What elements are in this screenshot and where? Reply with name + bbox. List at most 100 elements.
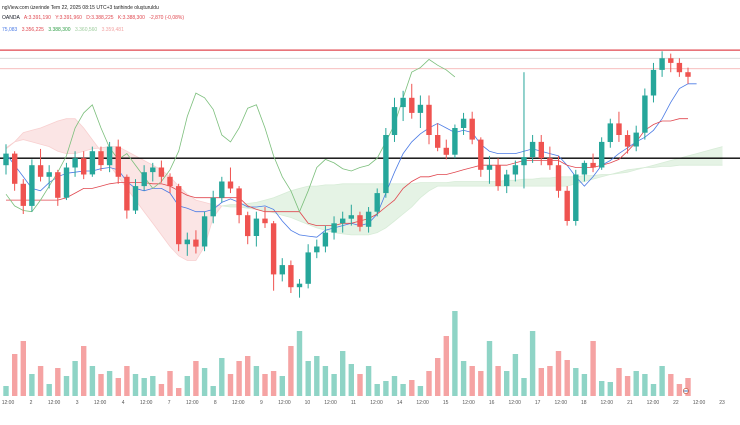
candle-body-32 — [279, 265, 285, 275]
volume-bar-60 — [521, 378, 527, 396]
x-axis-label-18: 12:00 — [416, 400, 429, 406]
volume-bar-3 — [29, 374, 35, 396]
volume-bar-74 — [642, 374, 648, 396]
volume-bar-52 — [452, 311, 458, 396]
candle-body-15 — [132, 186, 139, 211]
volume-bar-76 — [659, 366, 665, 396]
candle-body-48 — [417, 104, 424, 113]
volume-bar-30 — [262, 374, 268, 396]
x-axis-label-24: 12:00 — [555, 400, 568, 406]
volume-bar-64 — [555, 351, 562, 396]
volume-bar-40 — [348, 364, 354, 396]
indicator-value-2: 3.356,225 — [21, 27, 44, 33]
volume-bar-77 — [668, 374, 674, 396]
indicator-value-1: 75,083 — [2, 27, 18, 33]
volume-bar-50 — [435, 358, 441, 396]
candle-body-56 — [486, 165, 493, 170]
candle-body-60 — [521, 157, 527, 166]
x-axis-label-30: 12:00 — [693, 400, 706, 406]
candle-body-76 — [659, 58, 665, 70]
cloud-span-b-1 — [221, 164, 723, 236]
volume-bar-62 — [538, 368, 544, 396]
candle-body-19 — [167, 176, 173, 187]
candle-body-64 — [555, 165, 562, 191]
candle-body-72 — [624, 135, 631, 147]
candle-body-52 — [452, 128, 458, 155]
x-axis-label-12: 12:00 — [278, 400, 291, 406]
candle-body-30 — [262, 218, 268, 224]
candle-body-78 — [676, 62, 683, 73]
candle-body-18 — [158, 167, 165, 177]
candle-body-8 — [72, 158, 78, 168]
volume-bar-46 — [400, 384, 406, 396]
candle-body-5 — [46, 172, 52, 177]
volume-bar-8 — [72, 361, 78, 396]
symbol-name[interactable]: OANDA — [2, 15, 20, 21]
volume-bar-41 — [357, 374, 363, 396]
volume-bar-75 — [650, 384, 657, 396]
volume-bar-65 — [564, 360, 570, 396]
x-axis-label-15: 11 — [351, 400, 356, 406]
candle-body-58 — [504, 174, 510, 187]
volume-bar-9 — [81, 346, 87, 396]
cloud-area-0 — [6, 118, 222, 261]
volume-bar-72 — [624, 376, 631, 396]
volume-bar-25 — [219, 358, 225, 396]
volume-bar-48 — [417, 386, 424, 396]
volume-bar-42 — [365, 366, 372, 396]
volume-bar-68 — [590, 341, 596, 396]
candle-body-45 — [391, 107, 398, 135]
volume-bar-35 — [305, 361, 311, 396]
cloud-span-a-1 — [221, 146, 723, 207]
candle-body-7 — [63, 167, 70, 198]
candle-body-42 — [365, 211, 372, 227]
x-axis-label-25: 18 — [581, 400, 587, 406]
x-axis-label-11: 9 — [260, 400, 263, 406]
volume-bar-28 — [245, 356, 251, 396]
volume-bar-15 — [132, 374, 139, 396]
candle-body-14 — [124, 176, 130, 211]
volume-bar-56 — [486, 341, 493, 396]
candle-body-27 — [236, 188, 242, 216]
chart-source-caption: ngView.com üzerinde Tem 22, 2025 08:15 U… — [2, 5, 162, 11]
candle-body-9 — [81, 158, 87, 175]
volume-bar-12 — [106, 371, 113, 396]
x-axis-label-29: 22 — [673, 400, 679, 406]
volume-bar-59 — [512, 354, 519, 396]
volume-bar-14 — [124, 366, 130, 396]
x-axis-label-27: 21 — [627, 400, 633, 406]
volume-bar-31 — [270, 371, 277, 396]
candle-body-38 — [331, 223, 337, 233]
x-axis-label-5: 4 — [122, 400, 125, 406]
candle-body-33 — [288, 265, 294, 288]
candle-body-22 — [193, 239, 199, 247]
x-axis-label-8: 12:00 — [186, 400, 199, 406]
candle-body-37 — [322, 232, 329, 247]
volume-bar-10 — [89, 366, 96, 396]
x-axis-label-6: 12:00 — [140, 400, 153, 406]
candle-body-44 — [383, 135, 389, 194]
ohlc-change: -2,870 (-0,08%) — [149, 15, 185, 21]
volume-bar-58 — [504, 371, 510, 396]
candle-body-47 — [409, 97, 415, 113]
candle-body-77 — [668, 58, 674, 63]
volume-bar-7 — [63, 376, 70, 396]
volume-bar-11 — [98, 374, 104, 396]
x-axis-label-28: 12:00 — [647, 400, 660, 406]
candle-body-21 — [184, 239, 190, 245]
x-axis-label-2: 12:00 — [48, 400, 61, 406]
volume-bar-21 — [184, 376, 190, 396]
candle-body-74 — [642, 95, 648, 133]
source-caption-text: ngView.com üzerinde Tem 22, 2025 08:15 U… — [2, 5, 159, 11]
candle-body-57 — [495, 165, 501, 187]
x-axis-label-17: 14 — [397, 400, 403, 406]
candle-body-54 — [469, 118, 475, 140]
ohlc-close: K:3.388,300 — [117, 15, 145, 21]
volume-bar-78 — [676, 384, 683, 396]
candle-body-29 — [253, 218, 260, 236]
candle-body-50 — [435, 135, 441, 148]
candle-body-70 — [607, 123, 613, 142]
x-axis-label-20: 12:00 — [462, 400, 475, 406]
